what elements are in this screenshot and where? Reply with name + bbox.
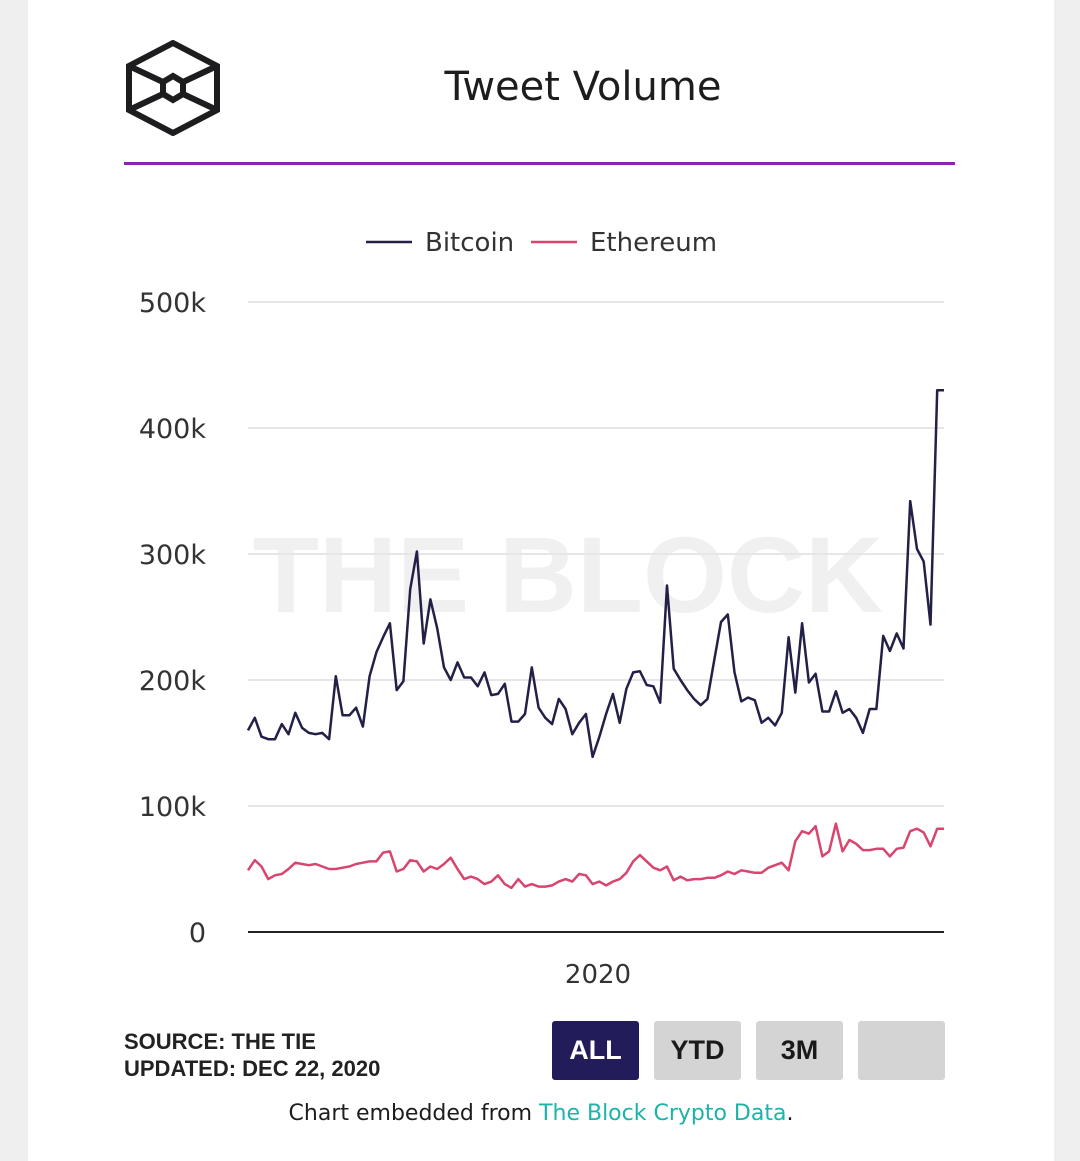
tweet-volume-chart: THE BLOCK 0 100k 200k 300k 400k 500k 2020 Bitcoi…	[139, 228, 944, 990]
chart-title: Tweet Volume	[444, 64, 722, 110]
series-line-ethereum	[246, 822, 944, 890]
range-blank-button[interactable]	[858, 1021, 945, 1080]
range-3m-button[interactable]: 3M	[756, 1021, 843, 1080]
x-tick-label: 2020	[565, 960, 631, 990]
the-block-data-link[interactable]: The Block Crypto Data	[539, 1101, 787, 1126]
range-all-button[interactable]: ALL	[552, 1021, 639, 1080]
series-line-bitcoin	[246, 388, 944, 759]
legend-label-ethereum: Ethereum	[590, 228, 717, 258]
y-tick-label: 0	[189, 918, 206, 949]
y-tick-label: 200k	[139, 666, 207, 697]
legend-label-bitcoin: Bitcoin	[425, 228, 514, 258]
source-label: SOURCE: THE TIE	[124, 1029, 316, 1054]
range-ytd-button[interactable]: YTD	[654, 1021, 741, 1080]
y-tick-label: 100k	[139, 792, 207, 823]
chart-card: Tweet Volume THE BLOCK 0 100k 200k 300k 400k 5…	[28, 0, 1054, 1161]
y-tick-label: 400k	[139, 414, 207, 445]
embed-prefix: Chart embedded from	[288, 1101, 540, 1126]
updated-label: UPDATED: DEC 22, 2020	[124, 1056, 381, 1081]
y-tick-label: 300k	[139, 540, 207, 571]
watermark-text: THE BLOCK	[253, 514, 883, 635]
the-block-logo-icon	[126, 40, 220, 136]
source-info: SOURCE: THE TIE UPDATED: DEC 22, 2020	[124, 1028, 380, 1082]
title-divider	[124, 162, 955, 165]
y-tick-label: 500k	[139, 288, 207, 319]
embed-credit: Chart embedded from The Block Crypto Dat…	[28, 1101, 1054, 1126]
embed-suffix: .	[786, 1101, 794, 1126]
